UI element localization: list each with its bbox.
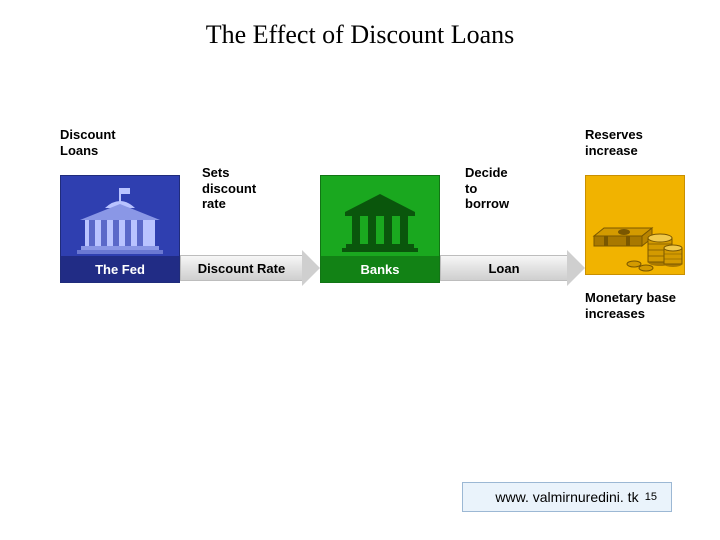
label-decide-to-borrow: Decide to borrow bbox=[465, 165, 509, 212]
fed-building-icon bbox=[61, 176, 179, 256]
panel-fed-caption: The Fed bbox=[61, 256, 179, 282]
label-sets-discount-rate: Sets discount rate bbox=[202, 165, 256, 212]
panel-banks-caption: Banks bbox=[321, 256, 439, 282]
panel-banks: Banks bbox=[320, 175, 440, 283]
money-stack-icon bbox=[586, 176, 686, 276]
label-discount-loans: Discount Loans bbox=[60, 127, 116, 158]
page-title: The Effect of Discount Loans bbox=[0, 20, 720, 50]
footer-url: www. valmirnuredini. tk bbox=[495, 489, 638, 505]
panel-reserves bbox=[585, 175, 685, 275]
page-number: 15 bbox=[645, 491, 657, 503]
diagram: Discount Loans bbox=[40, 155, 680, 375]
label-monetary-base: Monetary base increases bbox=[585, 290, 676, 321]
arrow-loan: Loan bbox=[440, 255, 585, 281]
arrow-loan-label: Loan bbox=[488, 261, 519, 276]
arrow-discount-rate: Discount Rate bbox=[180, 255, 320, 281]
panel-the-fed: The Fed bbox=[60, 175, 180, 283]
label-reserves-increase: Reserves increase bbox=[585, 127, 643, 158]
footer-url-box: www. valmirnuredini. tk 15 bbox=[462, 482, 672, 512]
arrow-discount-rate-label: Discount Rate bbox=[198, 261, 285, 276]
bank-building-icon bbox=[321, 176, 439, 256]
